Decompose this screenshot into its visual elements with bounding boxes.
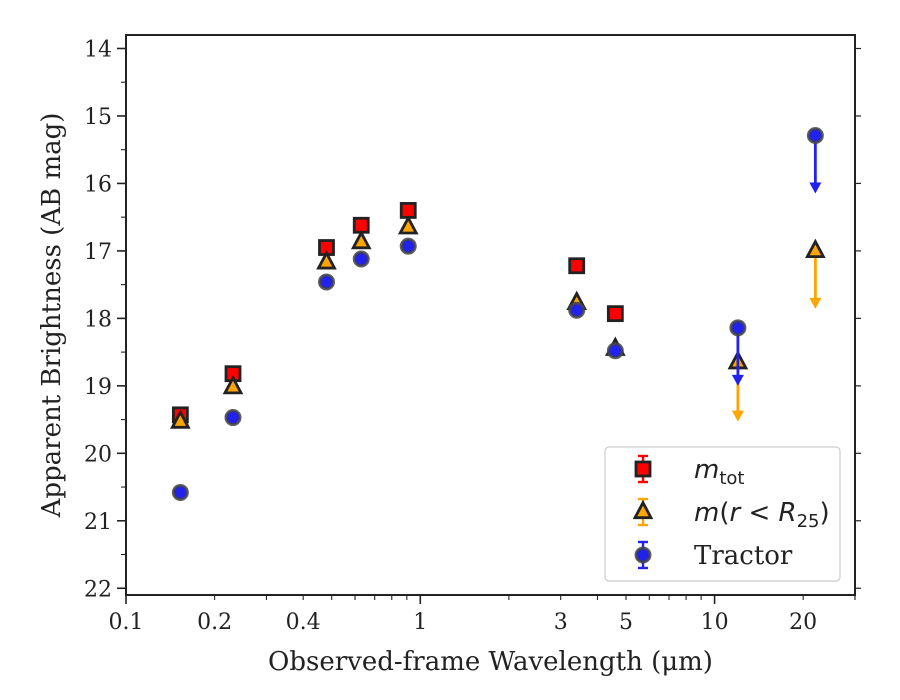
data-point-circle xyxy=(806,127,824,145)
data-point-circle xyxy=(224,409,242,427)
y-tick-label: 19 xyxy=(84,375,112,400)
y-tick-label: 15 xyxy=(84,105,112,130)
upper-limit-arrow-head xyxy=(809,297,822,309)
legend: mtot m(r < R25) Tractor xyxy=(604,446,841,582)
data-point-circle xyxy=(317,273,335,291)
data-point-triangle xyxy=(316,250,337,270)
y-tick-label: 21 xyxy=(84,510,112,535)
data-point-circle xyxy=(606,342,624,360)
plot-area xyxy=(170,127,826,501)
y-tick-label: 20 xyxy=(84,442,112,467)
data-point-triangle xyxy=(222,374,244,395)
upper-limit-arrow-head xyxy=(809,182,822,194)
x-tick-label: 0.1 xyxy=(109,610,144,635)
data-point-circle xyxy=(171,483,189,501)
data-point-square xyxy=(568,257,586,275)
legend-label-tractor: Tractor xyxy=(694,541,793,571)
data-point-triangle xyxy=(805,238,826,259)
data-point-square xyxy=(606,305,624,323)
upper-limit-arrow-head xyxy=(731,374,744,386)
legend-marker-triangle xyxy=(632,499,654,520)
legend-marker-square xyxy=(634,460,652,478)
data-point-triangle xyxy=(397,215,419,235)
legend-box xyxy=(604,446,841,582)
upper-limit-arrow-head xyxy=(731,410,744,422)
data-point-circle xyxy=(568,301,586,319)
plot-frame xyxy=(125,34,856,596)
data-point-circle xyxy=(399,237,417,255)
data-point-circle xyxy=(729,319,747,337)
x-tick-label: 1 xyxy=(413,610,427,635)
x-tick-label: 3 xyxy=(554,610,568,635)
y-tick-label: 14 xyxy=(84,37,112,62)
x-tick-label: 5 xyxy=(619,610,633,635)
data-point-triangle xyxy=(170,409,191,429)
x-tick-label: 0.4 xyxy=(286,610,321,635)
legend-label-mtot: mtot xyxy=(694,455,744,489)
x-tick-label: 20 xyxy=(789,610,817,635)
y-tick-label: 18 xyxy=(84,307,112,332)
x-tick-label: 0.2 xyxy=(197,610,232,635)
data-point-circle xyxy=(352,250,370,268)
legend-label-m-r-R25: m(r < R25) xyxy=(694,498,830,532)
legend-marker-circle xyxy=(634,546,652,564)
y-tick-label: 16 xyxy=(84,172,112,197)
axes: 14 15 16 17 18 19 20 21 22 0.1 0.2 0.4 1 3 5 10 20 xyxy=(84,34,861,635)
x-axis-label: Observed-frame Wavelength (μm) xyxy=(268,647,713,677)
y-tick-label: 22 xyxy=(84,577,112,602)
y-tick-label: 17 xyxy=(84,240,112,265)
y-axis-label: Apparent Brightness (AB mag) xyxy=(37,113,67,519)
data-point-triangle xyxy=(350,229,372,250)
x-tick-label: 10 xyxy=(701,610,729,635)
